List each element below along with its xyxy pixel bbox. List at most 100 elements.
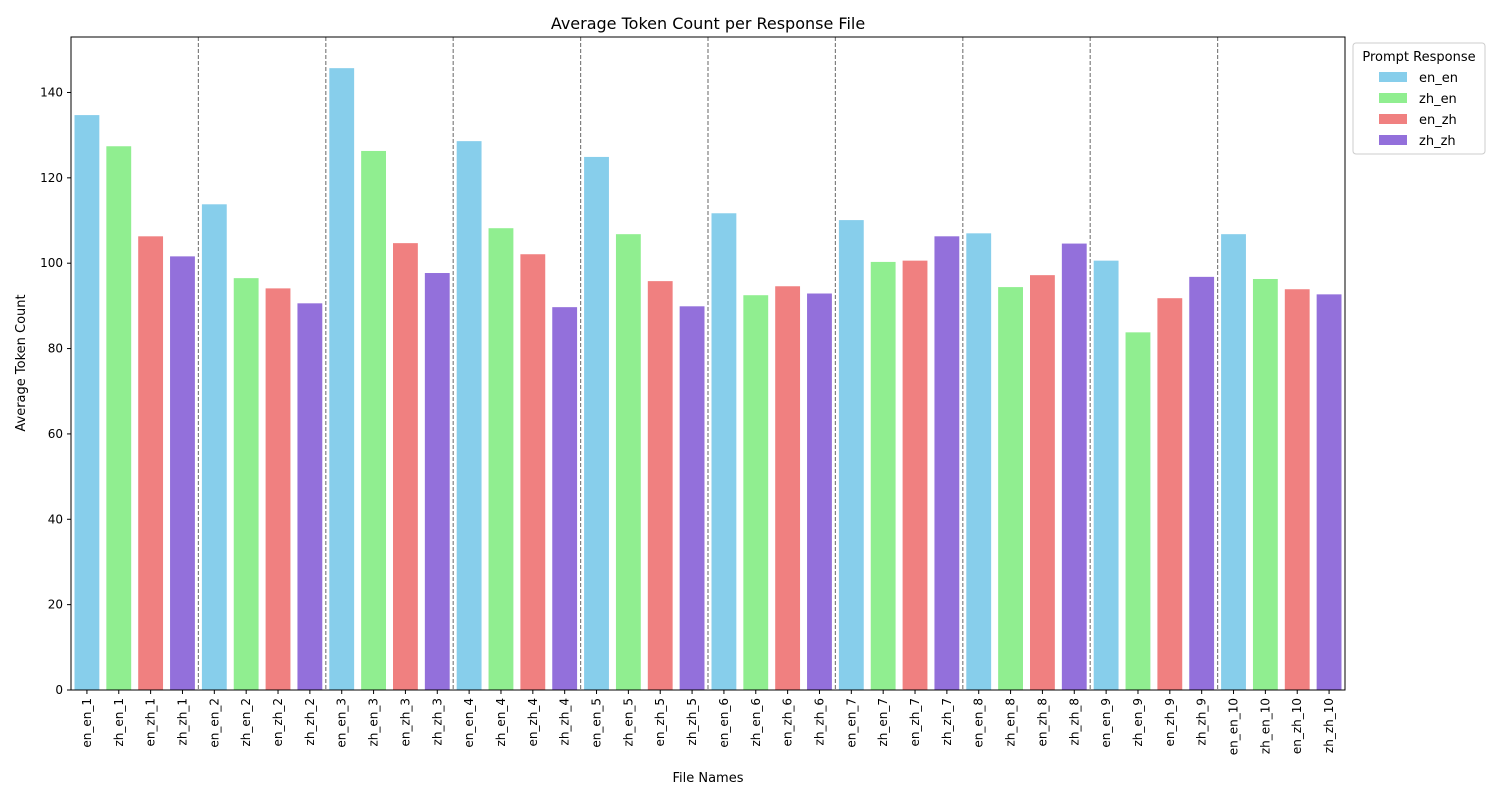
x-tick-label: en_en_2 — [207, 698, 221, 748]
legend-swatch-en_en — [1379, 72, 1407, 82]
bar-en_zh_4 — [520, 254, 546, 691]
bar-zh_zh_9 — [1189, 276, 1215, 690]
y-tick-label: 120 — [40, 171, 63, 185]
legend-label-zh_zh: zh_zh — [1419, 134, 1456, 149]
y-tick-label: 140 — [40, 85, 63, 99]
x-tick-label: en_zh_10 — [1290, 698, 1304, 754]
legend-swatch-zh_zh — [1379, 135, 1407, 145]
y-tick-label: 0 — [55, 683, 63, 697]
bar-zh_en_9 — [1125, 332, 1151, 690]
y-tick-label: 40 — [48, 512, 63, 526]
x-tick-label: zh_en_5 — [621, 698, 635, 747]
x-tick-label: en_zh_8 — [1035, 698, 1049, 747]
x-tick-label: zh_zh_8 — [1067, 698, 1081, 745]
bar-zh_zh_2 — [297, 303, 323, 690]
legend-swatch-en_zh — [1379, 114, 1407, 124]
bar-en_en_6 — [711, 213, 737, 690]
x-tick-label: en_zh_3 — [398, 698, 412, 747]
x-tick-label: zh_zh_3 — [430, 698, 444, 745]
y-axis-label: Average Token Count — [14, 294, 29, 431]
bar-en_en_3 — [329, 68, 355, 690]
x-tick-label: zh_en_10 — [1258, 698, 1272, 754]
x-tick-label: en_en_6 — [717, 698, 731, 748]
x-tick-label: zh_zh_2 — [303, 698, 317, 745]
x-tick-label: en_zh_7 — [908, 698, 922, 747]
legend-title: Prompt Response — [1362, 50, 1475, 65]
legend-label-zh_en: zh_en — [1419, 92, 1457, 107]
bar-en_en_4 — [456, 141, 482, 690]
bar-zh_zh_8 — [1061, 243, 1087, 690]
bar-en_zh_7 — [902, 260, 928, 690]
x-tick-label: en_zh_1 — [144, 698, 158, 747]
bar-en_en_1 — [74, 115, 100, 691]
x-tick-label: zh_zh_10 — [1322, 698, 1336, 753]
bar-zh_en_6 — [743, 295, 769, 690]
bar-en_en_2 — [201, 204, 227, 691]
bar-zh_en_5 — [615, 234, 641, 690]
x-tick-label: zh_zh_7 — [940, 698, 954, 745]
x-tick-label: en_zh_2 — [271, 698, 285, 747]
x-tick-label: en_en_4 — [462, 698, 476, 748]
x-tick-label: en_en_1 — [80, 698, 94, 748]
legend-swatch-zh_en — [1379, 93, 1407, 103]
y-tick-label: 60 — [48, 427, 63, 441]
chart-title: Average Token Count per Response File — [551, 14, 865, 33]
x-tick-label: en_en_8 — [972, 698, 986, 748]
x-tick-label: zh_en_6 — [749, 698, 763, 747]
x-tick-label: zh_en_2 — [239, 698, 253, 747]
bar-zh_en_10 — [1252, 278, 1278, 690]
y-tick-label: 20 — [48, 598, 63, 612]
bar-zh_zh_1 — [170, 256, 195, 690]
bar-en_zh_5 — [647, 281, 673, 690]
x-tick-label: zh_zh_4 — [558, 698, 572, 745]
bar-en_en_7 — [838, 220, 864, 690]
bar-zh_zh_6 — [807, 293, 832, 690]
bar-en_en_5 — [584, 156, 609, 690]
x-tick-label: en_en_7 — [844, 698, 858, 748]
bar-en_zh_1 — [138, 236, 164, 690]
bar-en_zh_9 — [1157, 298, 1183, 690]
bar-zh_zh_5 — [679, 306, 705, 690]
x-axis-label: File Names — [672, 771, 743, 786]
bar-en_zh_8 — [1030, 275, 1055, 690]
bar-zh_en_4 — [488, 228, 514, 690]
x-tick-label: en_zh_6 — [781, 698, 795, 747]
legend-label-en_zh: en_zh — [1419, 113, 1457, 128]
bar-zh_en_7 — [870, 261, 896, 690]
bar-zh_en_2 — [233, 278, 259, 690]
legend-label-en_en: en_en — [1419, 71, 1458, 86]
x-tick-label: zh_zh_1 — [175, 698, 189, 745]
x-tick-label: en_zh_9 — [1163, 698, 1177, 747]
legend-box — [1352, 42, 1486, 155]
x-tick-label: en_en_10 — [1227, 698, 1241, 755]
x-tick-label: en_zh_5 — [653, 698, 667, 747]
bar-zh_en_3 — [361, 150, 386, 690]
x-tick-label: zh_en_9 — [1131, 698, 1145, 747]
x-tick-label: zh_en_4 — [494, 698, 508, 747]
x-tick-label: en_en_5 — [590, 698, 604, 748]
bar-en_zh_2 — [265, 288, 291, 690]
x-tick-label: zh_en_3 — [367, 698, 381, 747]
x-tick-label: zh_en_1 — [112, 698, 126, 747]
x-tick-label: zh_zh_9 — [1195, 698, 1209, 745]
bar-zh_zh_3 — [424, 273, 450, 690]
x-tick-label: zh_en_7 — [876, 698, 890, 747]
bar-zh_zh_10 — [1316, 294, 1342, 690]
bar-zh_zh_4 — [552, 307, 578, 690]
plot-frame — [70, 36, 1346, 691]
bar-en_en_9 — [1093, 260, 1119, 690]
bar-zh_zh_7 — [934, 236, 960, 690]
legend: Prompt Response en_en zh_en en_zh zh_zh — [1352, 42, 1486, 155]
bar-zh_en_1 — [106, 146, 132, 690]
x-tick-label: zh_zh_5 — [685, 698, 699, 745]
bar-en_zh_6 — [775, 286, 801, 690]
bar-en_en_10 — [1221, 234, 1246, 690]
x-tick-label: en_en_3 — [335, 698, 349, 748]
bar-en_zh_3 — [393, 243, 418, 690]
bar-zh_en_8 — [998, 287, 1023, 690]
x-tick-label: zh_en_8 — [1004, 698, 1018, 747]
x-tick-label: en_en_9 — [1099, 698, 1113, 748]
y-tick-label: 80 — [48, 342, 63, 356]
bar-en_zh_10 — [1284, 289, 1310, 690]
